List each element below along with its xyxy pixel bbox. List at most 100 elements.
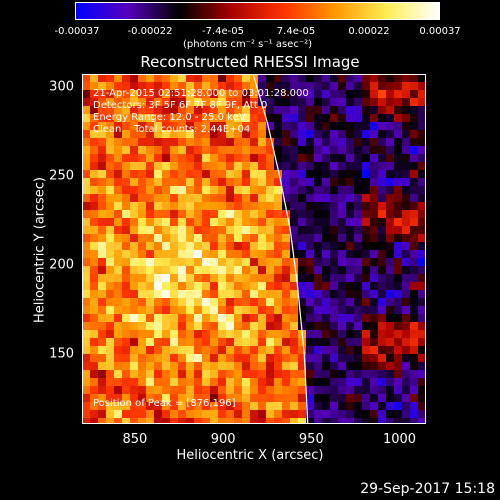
heatmap-cell	[130, 130, 139, 139]
heatmap-cell	[346, 210, 355, 219]
heatmap-cell	[298, 138, 307, 147]
heatmap-cell	[146, 162, 155, 171]
heatmap-cell	[290, 74, 299, 83]
heatmap-cell	[194, 226, 203, 235]
heatmap-cell	[338, 130, 347, 139]
heatmap-cell	[98, 218, 107, 227]
heatmap-cell	[162, 338, 171, 347]
heatmap-cell	[98, 90, 107, 99]
heatmap-cell	[162, 186, 171, 195]
heatmap-cell	[170, 370, 179, 379]
heatmap-cell	[362, 258, 371, 267]
heatmap-cell	[322, 90, 331, 99]
heatmap-cell	[210, 242, 219, 251]
heatmap-cell	[346, 386, 355, 395]
heatmap-cell	[306, 290, 315, 299]
heatmap-cell	[306, 82, 315, 91]
heatmap-cell	[394, 370, 403, 379]
heatmap-cell	[130, 122, 139, 131]
heatmap-cell	[394, 106, 403, 115]
heatmap-cell	[82, 378, 91, 387]
heatmap-cell	[402, 370, 411, 379]
heatmap-cell	[274, 90, 283, 99]
heatmap-cell	[122, 138, 131, 147]
heatmap-cell	[362, 154, 371, 163]
heatmap-cell	[362, 74, 371, 83]
heatmap-cell	[274, 74, 283, 83]
heatmap-cell	[186, 298, 195, 307]
heatmap-cell	[114, 322, 123, 331]
heatmap-cell	[138, 250, 147, 259]
heatmap-cell	[218, 346, 227, 355]
heatmap-cell	[298, 378, 307, 387]
heatmap-cell	[114, 138, 123, 147]
heatmap-cell	[210, 298, 219, 307]
solar-limb-line	[252, 74, 309, 424]
heatmap-cell	[90, 306, 99, 315]
heatmap-cell	[402, 170, 411, 179]
heatmap-cell	[266, 146, 275, 155]
heatmap-cell	[346, 362, 355, 371]
heatmap-cell	[146, 354, 155, 363]
heatmap-cell	[82, 282, 91, 291]
heatmap-cell	[346, 402, 355, 411]
heatmap-cell	[98, 170, 107, 179]
heatmap-cell	[306, 210, 315, 219]
heatmap-cell	[370, 298, 379, 307]
heatmap-cell	[234, 122, 243, 131]
heatmap-cell	[418, 258, 426, 267]
heatmap-cell	[354, 106, 363, 115]
heatmap-cell	[266, 322, 275, 331]
heatmap-cell	[330, 194, 339, 203]
heatmap-cell	[298, 218, 307, 227]
heatmap-cell	[82, 266, 91, 275]
heatmap-cell	[82, 234, 91, 243]
heatmap-cell	[90, 410, 99, 419]
heatmap-cell	[290, 362, 299, 371]
heatmap-cell	[410, 74, 419, 83]
heatmap-cell	[322, 162, 331, 171]
heatmap-cell	[378, 290, 387, 299]
heatmap-cell	[138, 242, 147, 251]
heatmap-cell	[186, 114, 195, 123]
heatmap-cell	[122, 338, 131, 347]
heatmap-cell	[266, 74, 275, 83]
heatmap-cell	[226, 290, 235, 299]
heatmap-cell	[138, 106, 147, 115]
heatmap-cell	[138, 378, 147, 387]
heatmap-cell	[410, 114, 419, 123]
heatmap-cell	[354, 170, 363, 179]
heatmap-cell	[202, 210, 211, 219]
heatmap-cell	[250, 258, 259, 267]
heatmap-cell	[154, 298, 163, 307]
heatmap-cell	[410, 138, 419, 147]
heatmap-cell	[330, 410, 339, 419]
heatmap-cell	[122, 354, 131, 363]
heatmap-cell	[322, 218, 331, 227]
heatmap-cell	[226, 130, 235, 139]
heatmap-cell	[354, 154, 363, 163]
heatmap-cell	[250, 402, 259, 411]
heatmap-cell	[346, 354, 355, 363]
heatmap-cell	[138, 322, 147, 331]
heatmap-cell	[346, 154, 355, 163]
heatmap-cell	[194, 178, 203, 187]
heatmap-cell	[98, 418, 107, 424]
heatmap-cell	[282, 386, 291, 395]
heatmap-cell	[274, 322, 283, 331]
heatmap-cell	[106, 418, 115, 424]
heatmap-cell	[306, 98, 315, 107]
heatmap-cell	[218, 386, 227, 395]
heatmap-cell	[146, 258, 155, 267]
heatmap-cell	[362, 186, 371, 195]
heatmap-cell	[146, 178, 155, 187]
heatmap-cell	[114, 306, 123, 315]
heatmap-cell	[298, 418, 307, 424]
heatmap-cell	[266, 394, 275, 403]
heatmap-cell	[402, 394, 411, 403]
heatmap-cell	[314, 410, 323, 419]
heatmap-cell	[394, 378, 403, 387]
heatmap-cell	[314, 258, 323, 267]
heatmap-cell	[306, 410, 315, 419]
heatmap-cell	[154, 226, 163, 235]
